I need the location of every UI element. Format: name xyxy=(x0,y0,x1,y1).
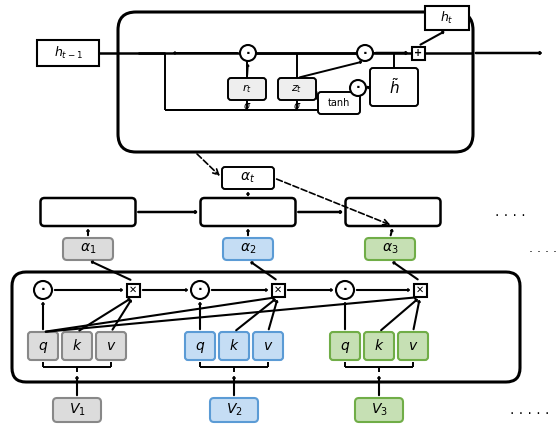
FancyBboxPatch shape xyxy=(228,78,266,100)
Text: $h_t$: $h_t$ xyxy=(440,10,454,26)
Text: ✕: ✕ xyxy=(416,285,424,295)
Bar xyxy=(272,283,284,297)
Text: $\sigma$: $\sigma$ xyxy=(293,101,301,111)
Text: ·: · xyxy=(343,283,347,297)
FancyBboxPatch shape xyxy=(364,332,394,360)
Text: $\sigma$: $\sigma$ xyxy=(243,101,251,111)
Bar xyxy=(37,40,99,66)
Circle shape xyxy=(240,45,256,61)
Text: ·: · xyxy=(246,46,250,59)
FancyBboxPatch shape xyxy=(223,238,273,260)
FancyBboxPatch shape xyxy=(330,332,360,360)
FancyBboxPatch shape xyxy=(253,332,283,360)
FancyBboxPatch shape xyxy=(12,272,520,382)
FancyBboxPatch shape xyxy=(28,332,58,360)
Circle shape xyxy=(350,80,366,96)
Text: v: v xyxy=(107,339,115,353)
Text: $z_t$: $z_t$ xyxy=(291,83,302,95)
FancyBboxPatch shape xyxy=(118,12,473,152)
Circle shape xyxy=(191,281,209,299)
Text: ·: · xyxy=(356,82,361,95)
Circle shape xyxy=(34,281,52,299)
Text: q: q xyxy=(340,339,349,353)
FancyBboxPatch shape xyxy=(278,78,316,100)
Text: ✕: ✕ xyxy=(274,285,282,295)
Text: $V_1$: $V_1$ xyxy=(69,402,85,418)
FancyBboxPatch shape xyxy=(398,332,428,360)
Text: v: v xyxy=(264,339,272,353)
Text: $h_{t-1}$: $h_{t-1}$ xyxy=(54,45,82,61)
Text: $\tilde{h}$: $\tilde{h}$ xyxy=(389,77,399,97)
FancyBboxPatch shape xyxy=(40,198,136,226)
FancyBboxPatch shape xyxy=(222,167,274,189)
Text: . . . .: . . . . xyxy=(494,205,525,219)
Bar xyxy=(425,6,469,30)
Text: $\alpha_1$: $\alpha_1$ xyxy=(80,242,96,256)
Text: . . . . .: . . . . . xyxy=(510,403,550,417)
FancyBboxPatch shape xyxy=(210,398,258,422)
Text: ✕: ✕ xyxy=(129,285,137,295)
Text: q: q xyxy=(39,339,48,353)
Circle shape xyxy=(336,281,354,299)
Text: k: k xyxy=(73,339,81,353)
FancyBboxPatch shape xyxy=(346,198,441,226)
FancyBboxPatch shape xyxy=(96,332,126,360)
Text: $\alpha_3$: $\alpha_3$ xyxy=(382,242,398,256)
Text: tanh: tanh xyxy=(328,98,350,108)
FancyBboxPatch shape xyxy=(219,332,249,360)
FancyBboxPatch shape xyxy=(318,92,360,114)
Bar xyxy=(412,46,424,59)
Text: k: k xyxy=(375,339,383,353)
Bar xyxy=(413,283,427,297)
Text: k: k xyxy=(230,339,238,353)
FancyBboxPatch shape xyxy=(53,398,101,422)
FancyBboxPatch shape xyxy=(63,238,113,260)
Text: $\alpha_2$: $\alpha_2$ xyxy=(240,242,256,256)
Text: $V_3$: $V_3$ xyxy=(371,402,388,418)
Circle shape xyxy=(357,45,373,61)
Text: q: q xyxy=(195,339,204,353)
Text: +: + xyxy=(414,48,422,58)
Text: $\alpha_t$: $\alpha_t$ xyxy=(240,171,255,185)
FancyBboxPatch shape xyxy=(185,332,215,360)
Text: ·: · xyxy=(198,283,202,297)
Text: v: v xyxy=(409,339,417,353)
FancyBboxPatch shape xyxy=(200,198,296,226)
Text: ·: · xyxy=(41,283,45,297)
Text: . . . .: . . . . xyxy=(529,243,557,255)
Text: $V_2$: $V_2$ xyxy=(226,402,242,418)
FancyBboxPatch shape xyxy=(62,332,92,360)
FancyBboxPatch shape xyxy=(365,238,415,260)
Text: $r_t$: $r_t$ xyxy=(242,83,252,95)
FancyBboxPatch shape xyxy=(370,68,418,106)
Bar xyxy=(127,283,139,297)
Text: ·: · xyxy=(363,46,367,59)
FancyBboxPatch shape xyxy=(355,398,403,422)
